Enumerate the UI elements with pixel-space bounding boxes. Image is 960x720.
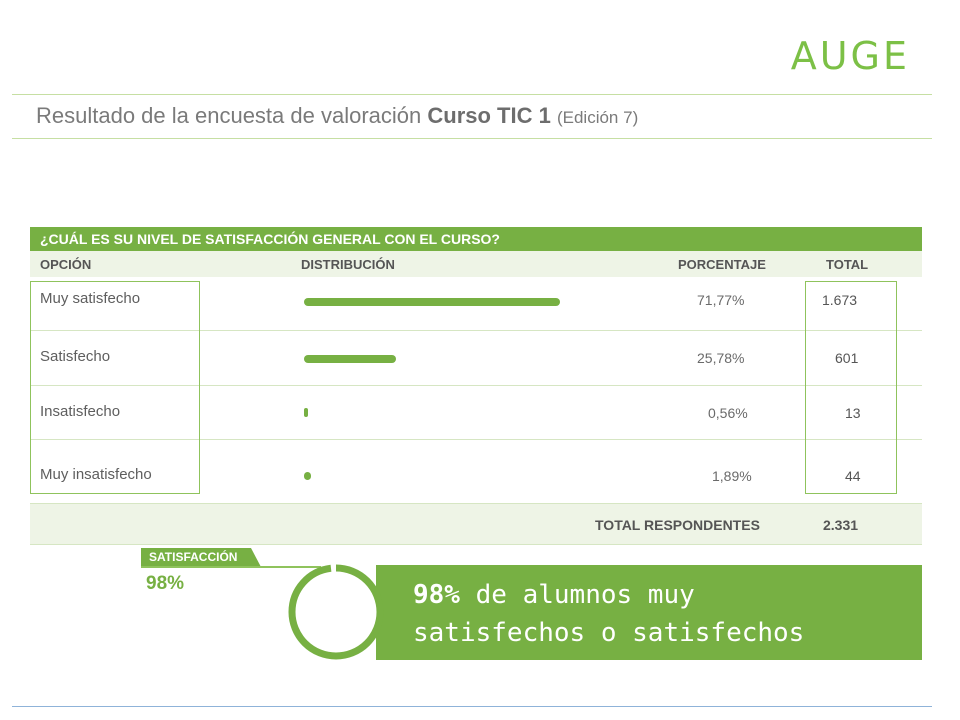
column-headers: OPCIÓN DISTRIBUCIÓN PORCENTAJE TOTAL <box>30 251 922 277</box>
row-option: Insatisfecho <box>40 403 121 420</box>
row-percentage: 0,56% <box>708 405 748 421</box>
edition-label: (Edición 7) <box>556 108 639 127</box>
total-respondents-label: TOTAL RESPONDENTES <box>595 517 760 533</box>
row-total: 1.673 <box>822 292 858 308</box>
satisfaction-banner <box>376 565 922 660</box>
banner-line-1: de alumnos muy <box>459 580 695 610</box>
col-option: OPCIÓN <box>40 257 92 272</box>
total-respondents-row: TOTAL RESPONDENTES 2.331 <box>30 504 922 545</box>
top-divider <box>12 94 932 95</box>
col-distribution: DISTRIBUCIÓN <box>301 257 395 272</box>
table-row: Muy insatisfecho 1,89% 44 <box>30 440 922 504</box>
table-row: Satisfecho 25,78% 601 <box>30 331 922 386</box>
table-row: Insatisfecho 0,56% 13 <box>30 386 922 440</box>
question-heading: ¿CUÁL ES SU NIVEL DE SATISFACCIÓN GENERA… <box>30 227 922 251</box>
row-total: 13 <box>845 405 861 421</box>
satisfaction-underline <box>141 566 321 568</box>
total-column-frame <box>805 281 897 494</box>
banner-text: 98% de alumnos muy satisfechos o satisfe… <box>413 576 804 652</box>
bottom-divider <box>12 706 932 707</box>
option-column-frame <box>30 281 200 494</box>
page-title: Resultado de la encuesta de valoración C… <box>36 103 638 129</box>
banner-percent: 98% <box>413 580 460 610</box>
row-option: Muy insatisfecho <box>40 466 152 483</box>
row-total: 44 <box>845 468 861 484</box>
row-option: Satisfecho <box>40 348 111 365</box>
course-name: Curso TIC 1 <box>427 103 551 128</box>
total-respondents-value: 2.331 <box>823 517 859 533</box>
satisfaction-ring <box>288 564 384 660</box>
table-row: Muy satisfecho 71,77% 1.673 <box>30 277 922 331</box>
ring-progress-arc <box>288 564 384 660</box>
survey-card: ¿CUÁL ES SU NIVEL DE SATISFACCIÓN GENERA… <box>30 227 922 545</box>
ring-background <box>292 568 380 656</box>
col-total: TOTAL <box>826 257 869 272</box>
title-divider <box>12 138 932 139</box>
row-option: Muy satisfecho <box>40 290 141 307</box>
distribution-bar <box>304 355 396 363</box>
distribution-bar <box>304 472 311 480</box>
row-percentage: 1,89% <box>712 468 752 484</box>
row-percentage: 25,78% <box>697 350 745 366</box>
distribution-bar <box>304 298 560 306</box>
row-percentage: 71,77% <box>697 292 745 308</box>
row-total: 601 <box>835 350 859 366</box>
col-percentage: PORCENTAJE <box>678 257 766 272</box>
title-prefix: Resultado de la encuesta de valoración <box>36 103 428 128</box>
banner-line-2: satisfechos o satisfechos <box>413 618 805 648</box>
auge-logo: AUGE <box>790 34 910 78</box>
satisfaction-tag: SATISFACCIÓN <box>141 548 261 567</box>
satisfaction-value: 98% <box>146 573 185 594</box>
distribution-bar <box>304 408 308 417</box>
